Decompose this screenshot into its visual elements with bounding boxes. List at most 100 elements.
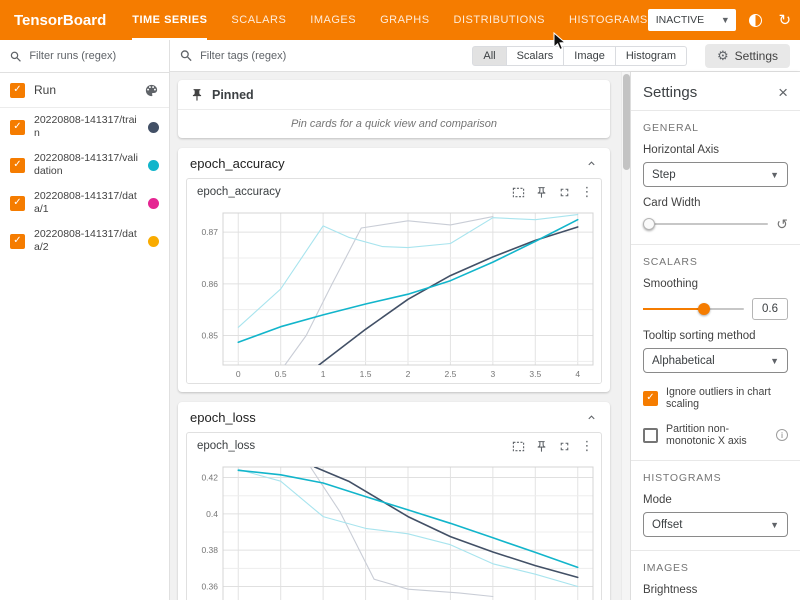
scalar-chart-epoch-loss[interactable]: 00.511.522.533.540.340.360.380.40.42 (187, 459, 602, 600)
svg-text:0.36: 0.36 (201, 582, 218, 592)
app-title[interactable]: TensorBoard (14, 12, 106, 29)
full-size-icon (512, 440, 525, 453)
fullscreen-button[interactable] (554, 182, 574, 202)
chart-card-actions: ⋮ (508, 182, 597, 202)
full-size-button[interactable] (508, 182, 528, 202)
scrollbar-thumb[interactable] (623, 74, 630, 170)
svg-text:2.5: 2.5 (445, 369, 457, 379)
run-color-dot (148, 160, 159, 171)
caret-down-icon: ▼ (770, 170, 779, 180)
pinned-empty-message: Pin cards for a quick view and compariso… (178, 110, 610, 138)
histogram-mode-select[interactable]: Offset ▼ (643, 512, 788, 537)
run-color-dot (148, 122, 159, 133)
settings-panel-header: Settings × (631, 72, 800, 111)
horizontal-axis-label: Horizontal Axis (643, 144, 788, 156)
chip-scalars[interactable]: Scalars (507, 46, 565, 66)
card-width-control: ↺ (643, 217, 788, 231)
more-options-button[interactable]: ⋮ (577, 182, 597, 202)
chart-title: epoch_accuracy (197, 186, 508, 198)
section-header[interactable]: epoch_accuracy (178, 148, 610, 178)
refresh-button[interactable]: ↻ (776, 11, 794, 29)
run-row: 20220808-141317/validation (0, 146, 169, 184)
partition-x-checkbox[interactable] (643, 428, 658, 443)
tab-distributions[interactable]: DISTRIBUTIONS (454, 0, 545, 40)
color-palette-icon (144, 83, 159, 98)
run-checkbox[interactable] (10, 234, 25, 249)
main-scrollbar (621, 72, 630, 600)
tensorboard-app: TensorBoard TIME SERIES SCALARS IMAGES G… (0, 0, 800, 600)
run-name: 20220808-141317/validation (34, 152, 139, 178)
smoothing-slider[interactable] (643, 302, 744, 316)
tab-graphs[interactable]: GRAPHS (380, 0, 429, 40)
horizontal-axis-select[interactable]: Step ▼ (643, 162, 788, 187)
filter-tags-input[interactable] (200, 50, 464, 62)
pinned-header: Pinned (178, 80, 610, 110)
ignore-outliers-label: Ignore outliers in chart scaling (666, 386, 788, 410)
brightness-label: Brightness (643, 584, 788, 596)
chart-card-actions: ⋮ (508, 436, 597, 456)
settings-section-histograms: HISTOGRAMS Mode Offset ▼ (631, 461, 800, 551)
runs-filter (0, 40, 169, 73)
chip-image[interactable]: Image (564, 46, 616, 66)
fullscreen-icon (558, 186, 571, 199)
pin-icon (535, 186, 548, 199)
smoothing-value-input[interactable]: 0.6 (752, 298, 788, 320)
filter-runs-input[interactable] (29, 50, 159, 62)
topbar-controls: INACTIVE ▼ ↻ ⚙ ? (648, 9, 800, 31)
full-size-button[interactable] (508, 436, 528, 456)
chart-title: epoch_loss (197, 440, 508, 452)
tag-type-filter: All Scalars Image Histogram (472, 46, 687, 66)
select-all-runs-checkbox[interactable] (10, 83, 25, 98)
tab-histograms[interactable]: HISTOGRAMS (569, 0, 648, 40)
run-checkbox[interactable] (10, 120, 25, 135)
runs-column-header: Run (34, 83, 135, 97)
fullscreen-button[interactable] (554, 436, 574, 456)
pin-card-button[interactable] (531, 436, 551, 456)
svg-text:2: 2 (406, 369, 411, 379)
section-header-label: GENERAL (643, 122, 788, 134)
more-options-button[interactable]: ⋮ (577, 436, 597, 456)
info-icon[interactable]: i (776, 429, 788, 441)
pin-card-button[interactable] (531, 182, 551, 202)
settings-section-images: IMAGES Brightness ↺ Contrast (631, 551, 800, 600)
reset-card-width-button[interactable]: ↺ (776, 217, 788, 231)
caret-down-icon: ▼ (770, 520, 779, 530)
histogram-mode-label: Mode (643, 494, 788, 506)
tab-images[interactable]: IMAGES (310, 0, 356, 40)
tag-filter (180, 49, 464, 62)
svg-text:0.38: 0.38 (201, 545, 218, 555)
card-width-slider[interactable] (643, 217, 768, 231)
section-header[interactable]: epoch_loss (178, 402, 610, 432)
topbar: TensorBoard TIME SERIES SCALARS IMAGES G… (0, 0, 800, 40)
run-checkbox[interactable] (10, 196, 25, 211)
tag-toolbar: All Scalars Image Histogram ⚙ Settings (170, 40, 800, 72)
card-width-label: Card Width (643, 197, 788, 209)
slider-thumb[interactable] (643, 218, 655, 230)
svg-text:1.5: 1.5 (360, 369, 372, 379)
chart-card-header: epoch_loss ⋮ (187, 433, 601, 459)
run-checkbox[interactable] (10, 158, 25, 173)
run-name: 20220808-141317/data/2 (34, 228, 139, 254)
main-nav: TIME SERIES SCALARS IMAGES GRAPHS DISTRI… (132, 0, 648, 40)
ignore-outliers-checkbox[interactable] (643, 391, 658, 406)
chip-all[interactable]: All (472, 46, 506, 66)
section-header-label: IMAGES (643, 562, 788, 574)
settings-button[interactable]: ⚙ Settings (705, 44, 790, 68)
partition-x-row: Partition non-monotonic X axis i (643, 423, 788, 447)
chip-histogram[interactable]: Histogram (616, 46, 687, 66)
tab-time-series[interactable]: TIME SERIES (132, 0, 207, 40)
pin-icon (190, 88, 204, 102)
status-select[interactable]: INACTIVE ▼ (648, 9, 736, 31)
run-name: 20220808-141317/train (34, 114, 139, 140)
tooltip-sorting-select[interactable]: Alphabetical ▼ (643, 348, 788, 373)
close-icon[interactable]: × (778, 84, 788, 101)
theme-toggle-button[interactable] (747, 11, 765, 29)
slider-thumb[interactable] (698, 303, 710, 315)
svg-text:1: 1 (321, 369, 326, 379)
smoothing-control: 0.6 (643, 298, 788, 320)
runs-table-header: Run (0, 73, 169, 108)
partition-x-label: Partition non-monotonic X axis (666, 423, 768, 447)
tab-scalars[interactable]: SCALARS (231, 0, 286, 40)
run-color-dot (148, 236, 159, 247)
scalar-chart-epoch-accuracy[interactable]: 00.511.522.533.540.850.860.87 (187, 205, 602, 383)
